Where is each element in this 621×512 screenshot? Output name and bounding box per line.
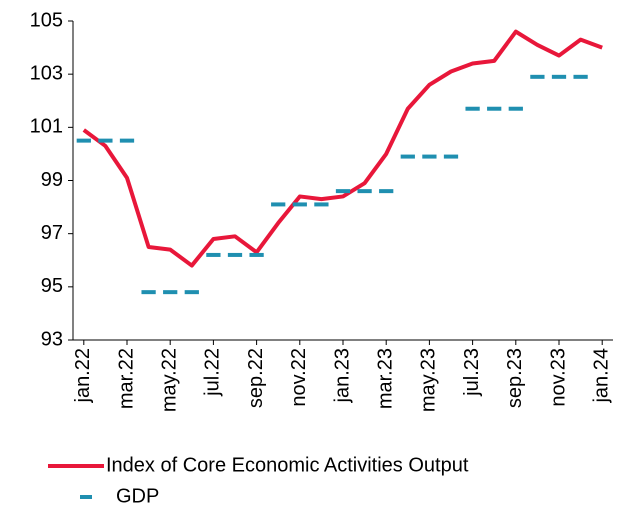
x-tick-label: sep.23 [504, 348, 526, 408]
x-tick-label: mar.23 [374, 348, 396, 409]
legend-label: Index of Core Economic Activities Output [106, 454, 469, 476]
x-tick-label: may.22 [158, 348, 180, 412]
y-tick-label: 95 [41, 275, 63, 297]
x-tick-label: nov.22 [288, 348, 310, 407]
x-tick-label: nov.23 [547, 348, 569, 407]
y-tick-label: 105 [30, 9, 63, 31]
x-tick-label: jul.22 [202, 348, 224, 397]
x-tick-label: sep.22 [245, 348, 267, 408]
x-tick-label: mar.22 [115, 348, 137, 409]
y-tick-label: 103 [30, 62, 63, 84]
y-tick-label: 93 [41, 328, 63, 350]
x-tick-label: jul.23 [461, 348, 483, 397]
x-tick-label: jan.23 [331, 348, 353, 404]
y-tick-label: 97 [41, 222, 63, 244]
legend-label: GDP [116, 485, 159, 507]
y-tick-label: 99 [41, 169, 63, 191]
x-tick-label: jan.24 [590, 348, 612, 404]
series-line [82, 29, 603, 268]
x-tick-label: may.23 [418, 348, 440, 412]
y-tick-label: 101 [30, 116, 63, 138]
x-tick-label: jan.22 [72, 348, 94, 404]
